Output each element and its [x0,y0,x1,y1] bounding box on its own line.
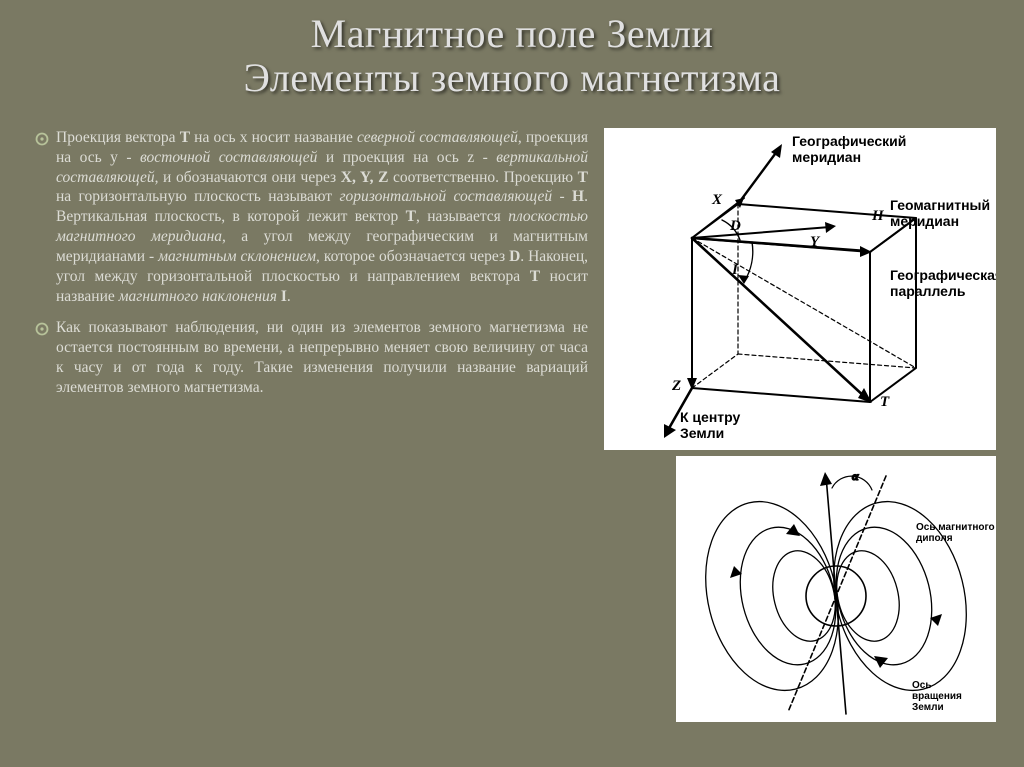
figure-dipole-field: α Ось магнитногодиполя ОсьвращенияЗемли [676,456,996,722]
lbl-Z: Z [671,378,681,394]
figure-vector-cube: Географическиймеридиан Геомагнитныймерид… [604,128,996,450]
bullet-2: Как показывают наблюдения, ни один из эл… [28,318,588,397]
paragraph-1: Проекция вектора T на ось х носит назван… [56,128,588,306]
lbl-D: D [729,218,741,234]
bullet-1: Проекция вектора T на ось х носит назван… [28,128,588,306]
paragraph-2: Как показывают наблюдения, ни один из эл… [56,318,588,397]
lbl-I: I [731,262,739,278]
svg-text:α: α [852,469,859,483]
slide-title: Магнитное поле Земли Элементы земного ма… [0,0,1024,100]
figures-column: Географическиймеридиан Геомагнитныймерид… [604,128,996,722]
text-column: Проекция вектора T на ось х носит назван… [28,128,588,722]
lbl-H: H [871,208,885,224]
content-row: Проекция вектора T на ось х носит назван… [0,128,1024,722]
lbl-T: T [880,394,890,410]
bullet-marker-icon [28,318,56,397]
title-line-2: Элементы земного магнетизма [0,56,1024,100]
bullet-marker-icon [28,128,56,306]
title-line-1: Магнитное поле Земли [0,12,1024,56]
lbl-X: X [711,192,723,208]
